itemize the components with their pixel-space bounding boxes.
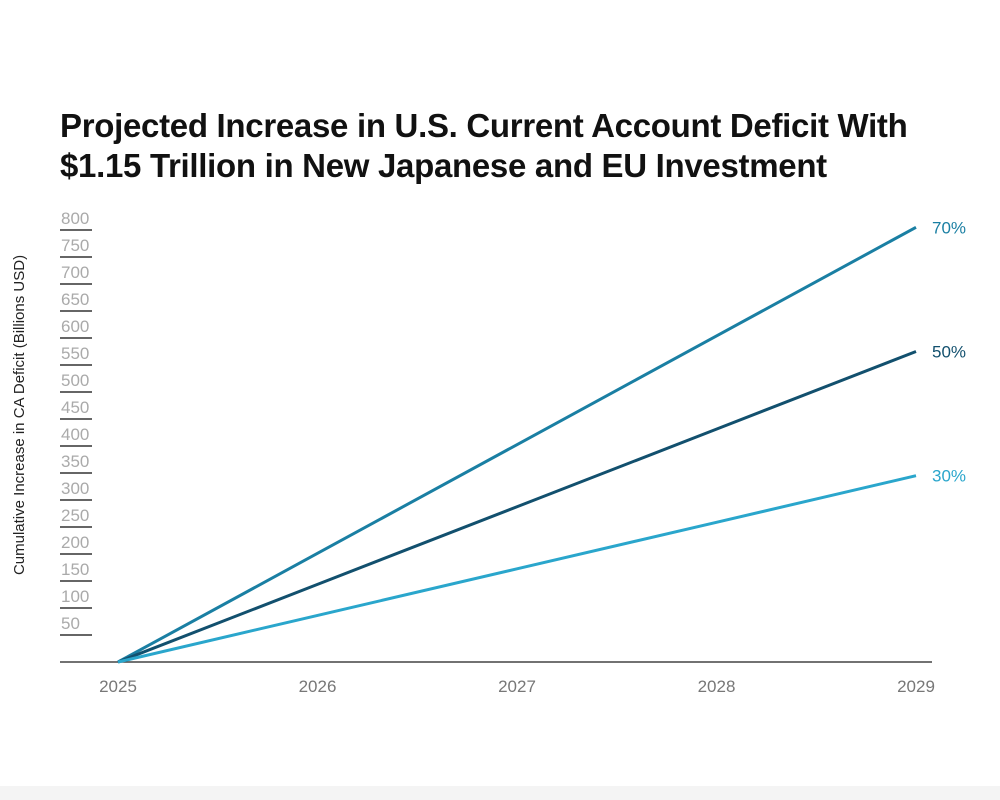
- y-tick-label: 350: [61, 452, 89, 471]
- y-tick-label: 500: [61, 371, 89, 390]
- series-label: 30%: [932, 467, 966, 486]
- y-tick-label: 750: [61, 236, 89, 255]
- y-tick-label: 100: [61, 587, 89, 606]
- series-line-70pct: [117, 225, 917, 664]
- y-tick-label: 550: [61, 344, 89, 363]
- y-tick-label: 400: [61, 425, 89, 444]
- series-line-50pct: [117, 350, 917, 664]
- x-tick-label: 2025: [99, 677, 137, 696]
- series-label: 70%: [932, 218, 966, 237]
- y-tick-label: 50: [61, 614, 80, 633]
- y-tick-label: 200: [61, 533, 89, 552]
- y-tick-label: 800: [61, 209, 89, 228]
- y-tick-label: 450: [61, 398, 89, 417]
- x-tick-label: 2027: [498, 677, 536, 696]
- chart-title: Projected Increase in U.S. Current Accou…: [60, 107, 908, 184]
- y-axis-label: Cumulative Increase in CA Deficit (Billi…: [11, 255, 28, 575]
- series-line-30pct: [117, 474, 917, 664]
- bottom-band: [0, 786, 1000, 800]
- y-tick-label: 650: [61, 290, 89, 309]
- x-tick-label: 2028: [698, 677, 736, 696]
- x-tick-label: 2026: [299, 677, 337, 696]
- y-tick-label: 600: [61, 317, 89, 336]
- y-tick-label: 150: [61, 560, 89, 579]
- x-tick-label: 2029: [897, 677, 935, 696]
- series-label: 50%: [932, 343, 966, 362]
- y-tick-label: 250: [61, 506, 89, 525]
- y-tick-label: 700: [61, 263, 89, 282]
- y-tick-label: 300: [61, 479, 89, 498]
